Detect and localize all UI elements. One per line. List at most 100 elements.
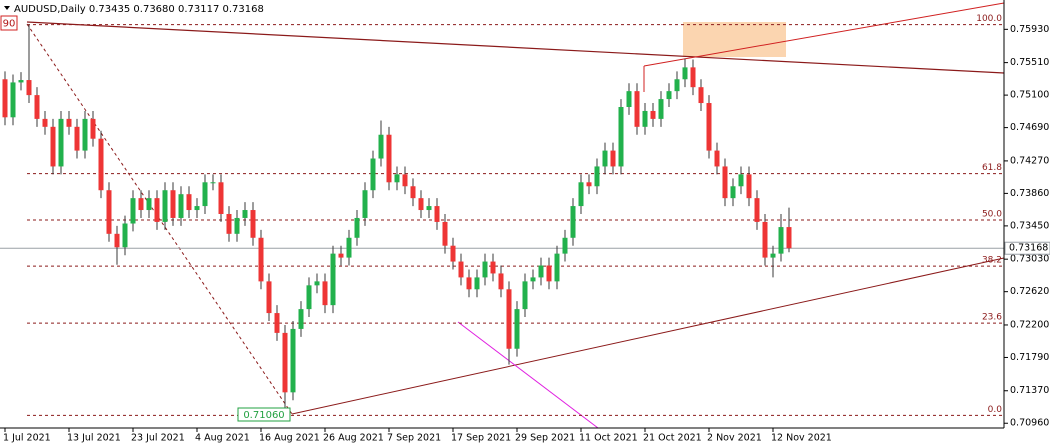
candle-body [554,253,560,282]
candle-body [282,332,288,393]
x-tick-label: 23 Jul 2021 [131,433,185,444]
y-tick-label: 0.72200 [1010,319,1049,330]
fib-label: 100.0 [976,14,1002,24]
candle-body [130,198,136,224]
candle-body [338,253,344,258]
candle-body [362,190,368,218]
candle-body [290,328,296,393]
candle-body [34,95,40,119]
candle-body [74,126,80,151]
candle-body [594,166,600,187]
high-label: 90 [3,19,16,30]
candle-body [658,99,664,119]
fib-label: 0.0 [988,405,1003,415]
candle-body [90,118,96,139]
last-price-label: 0.73168 [1009,243,1048,254]
candle-body [786,227,792,249]
candle-body [514,309,520,349]
x-tick-label: 26 Aug 2021 [323,433,384,444]
candle-body [746,174,752,199]
candle-body [762,221,768,258]
y-tick-label: 0.74690 [1010,122,1049,133]
candle-body [346,237,352,258]
plot-area [0,24,1004,416]
x-tick-label: 2 Nov 2021 [707,433,762,444]
candle-body [642,110,648,127]
candle-body [234,217,240,234]
candle-body [402,174,408,187]
candle-body [250,210,256,238]
trend-line [643,2,1005,67]
candle-body [114,233,120,248]
candle-body [674,79,680,92]
candle-body [2,79,8,118]
fib-label: 50.0 [982,209,1002,219]
candle-body [498,273,504,290]
y-tick-label: 0.75930 [1010,24,1049,35]
x-tick-label: 11 Oct 2021 [579,433,638,444]
candle-body [354,217,360,238]
candle-body [426,206,432,211]
candle-body [410,186,416,199]
x-tick-label: 12 Nov 2021 [771,433,832,444]
candle-body [562,237,568,254]
x-tick-label: 17 Sep 2021 [451,433,511,444]
y-tick-label: 0.73860 [1010,188,1049,199]
candle-body [650,110,656,119]
candle-body [170,190,176,218]
candle-body [770,253,776,258]
x-tick-label: 13 Jul 2021 [67,433,121,444]
candle-body [506,289,512,349]
candle-body [18,80,24,83]
y-tick-label: 0.73030 [1010,254,1049,265]
candle-body [106,190,112,234]
x-tick-label: 16 Aug 2021 [259,433,320,444]
candle-body [754,198,760,222]
candle-body [146,198,152,211]
candle-body [442,221,448,246]
y-tick-label: 0.74270 [1010,155,1049,166]
x-tick-label: 7 Sep 2021 [387,433,441,444]
y-tick-label: 0.73450 [1010,220,1049,231]
candle-body [602,150,608,167]
fib-label: 38.2 [982,256,1002,266]
candle-body [98,138,104,191]
y-tick-label: 0.71370 [1010,385,1049,396]
trend-line [291,257,1005,415]
candle-body [162,190,168,222]
candle-body [194,206,200,211]
candle-body [330,253,336,306]
candle-body [474,277,480,290]
fib-label: 23.6 [982,313,1002,323]
menu-arrow [4,6,10,10]
candle-body [578,182,584,207]
candle-body [298,309,304,329]
candle-body [394,174,400,183]
candle-body [418,198,424,211]
candle-body [570,206,576,238]
x-tick-label: 29 Sep 2021 [515,433,575,444]
candle-body [538,265,544,278]
candle-body [26,80,32,96]
candle-body [530,277,536,282]
candle-body [322,281,328,306]
candle-body [58,118,64,167]
chart-title: AUDUSD,Daily 0.73435 0.73680 0.73117 0.7… [14,4,264,15]
candle-body [242,210,248,218]
last-price-box [1004,241,1050,255]
candle-body [634,91,640,127]
candle-body [266,281,272,314]
candle-body [450,245,456,262]
candle-body [698,87,704,104]
candle-body [522,281,528,310]
candle-body [258,237,264,282]
candle-body [218,182,224,214]
candle-body [226,214,232,234]
candle-body [490,261,496,274]
candle-body [378,134,384,159]
candle-body [66,118,72,127]
candle-body [434,206,440,222]
candle-body [202,182,208,207]
